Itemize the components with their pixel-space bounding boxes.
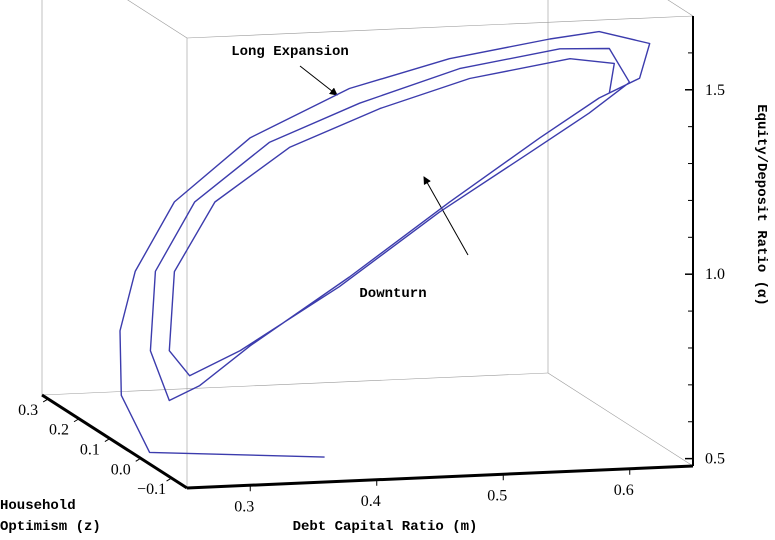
z-tick bbox=[73, 418, 80, 423]
z-tick-label: 0.0 bbox=[111, 461, 131, 478]
x-axis-label: Debt Capital Ratio (m) bbox=[293, 519, 478, 535]
y-tick-label: 1.5 bbox=[705, 82, 725, 99]
box-edge bbox=[127, 0, 188, 39]
z-tick bbox=[166, 477, 172, 482]
x-tick-label: 0.4 bbox=[361, 493, 381, 510]
z-axis-label: Optimism (z) bbox=[0, 519, 101, 535]
y-tick-label: 1.0 bbox=[705, 266, 725, 283]
z-tick bbox=[42, 398, 49, 403]
y-axis-label: Equity/Deposit Ratio (α) bbox=[753, 104, 769, 306]
box-edge bbox=[41, 372, 549, 396]
x-tick-label: 0.6 bbox=[614, 482, 634, 499]
annotation-arrow bbox=[423, 176, 469, 256]
z-tick bbox=[104, 438, 111, 442]
annotation-arrow bbox=[299, 65, 338, 96]
z-tick bbox=[135, 457, 141, 462]
trajectory bbox=[119, 30, 651, 458]
z-tick-label: 0.1 bbox=[80, 442, 100, 459]
box-edge bbox=[667, 0, 694, 17]
y-tick-label: 0.5 bbox=[705, 451, 725, 468]
x-tick-label: 0.5 bbox=[487, 487, 507, 504]
box-edge bbox=[186, 15, 694, 39]
annotation: Long Expansion bbox=[231, 44, 349, 60]
z-axis bbox=[41, 393, 188, 490]
z-tick-label: 0.3 bbox=[18, 402, 38, 419]
z-tick-label: −0.1 bbox=[137, 481, 166, 498]
box-edge bbox=[547, 372, 694, 467]
x-tick-label: 0.3 bbox=[234, 498, 254, 515]
x-axis bbox=[186, 464, 694, 490]
annotation: Downturn bbox=[359, 286, 426, 302]
z-axis-label: Household bbox=[0, 498, 76, 514]
z-tick-label: 0.2 bbox=[49, 422, 69, 439]
